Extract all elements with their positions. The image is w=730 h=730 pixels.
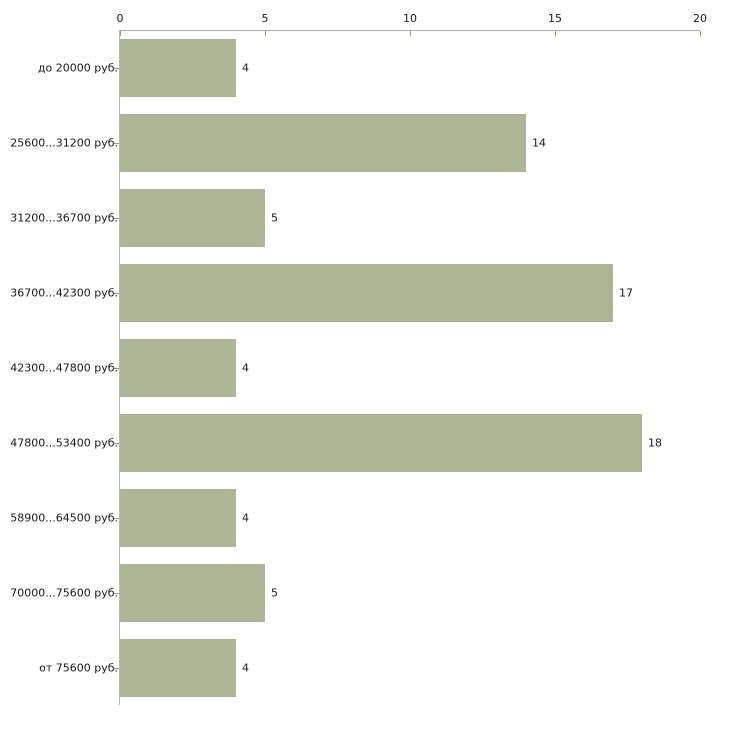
bar bbox=[120, 638, 236, 697]
x-tick-label: 0 bbox=[116, 12, 124, 25]
bar-value-label: 14 bbox=[532, 136, 546, 149]
category-label: 25600...31200 руб. bbox=[10, 136, 118, 149]
x-tick-label: 5 bbox=[261, 12, 269, 25]
y-tick-mark bbox=[114, 592, 119, 594]
y-tick-mark bbox=[114, 292, 119, 294]
y-tick-mark bbox=[114, 442, 119, 444]
bar-value-label: 4 bbox=[242, 511, 249, 524]
bar bbox=[120, 263, 613, 322]
bar bbox=[120, 563, 265, 622]
y-tick-mark bbox=[114, 217, 119, 219]
x-tick-mark bbox=[700, 31, 701, 36]
y-tick-mark bbox=[114, 67, 119, 69]
bar bbox=[120, 488, 236, 547]
bar bbox=[120, 113, 526, 172]
y-axis-spine bbox=[119, 30, 120, 705]
x-tick-label: 20 bbox=[693, 12, 707, 25]
category-label: до 20000 руб. bbox=[37, 61, 118, 74]
category-label: 42300...47800 руб. bbox=[10, 361, 118, 374]
bar-value-label: 17 bbox=[619, 286, 633, 299]
y-tick-mark bbox=[114, 667, 119, 669]
category-label: 58900...64500 руб. bbox=[10, 511, 118, 524]
bar bbox=[120, 188, 265, 247]
y-tick-mark bbox=[114, 367, 119, 369]
bar-value-label: 18 bbox=[648, 436, 662, 449]
x-tick-label: 10 bbox=[403, 12, 417, 25]
x-axis-line bbox=[120, 30, 700, 31]
bar-value-label: 4 bbox=[242, 361, 249, 374]
bar-value-label: 5 bbox=[271, 211, 278, 224]
bar-value-label: 5 bbox=[271, 586, 278, 599]
category-label: 36700...42300 руб. bbox=[10, 286, 118, 299]
x-tick-mark bbox=[410, 31, 411, 36]
category-label: от 75600 руб. bbox=[39, 661, 118, 674]
y-tick-mark bbox=[114, 142, 119, 144]
bar bbox=[120, 338, 236, 397]
y-tick-mark bbox=[114, 517, 119, 519]
bar-value-label: 4 bbox=[242, 61, 249, 74]
bar-value-label: 4 bbox=[242, 661, 249, 674]
x-tick-mark bbox=[555, 31, 556, 36]
category-label: 70000...75600 руб. bbox=[10, 586, 118, 599]
category-label: 31200...36700 руб. bbox=[10, 211, 118, 224]
x-tick-mark bbox=[265, 31, 266, 36]
category-label: 47800...53400 руб. bbox=[10, 436, 118, 449]
bar bbox=[120, 38, 236, 97]
bar bbox=[120, 413, 642, 472]
x-tick-mark bbox=[120, 31, 121, 36]
x-tick-label: 15 bbox=[548, 12, 562, 25]
